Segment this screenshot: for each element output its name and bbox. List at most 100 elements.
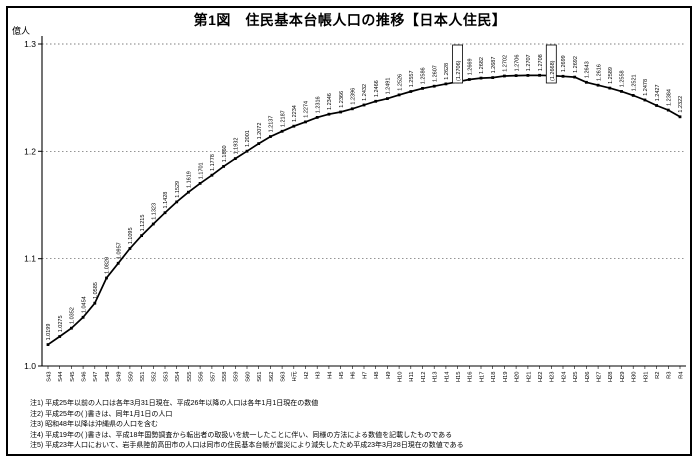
data-point	[561, 74, 565, 78]
svg-text:S48: S48	[105, 372, 111, 382]
data-point	[315, 116, 319, 119]
svg-text:1.1529: 1.1529	[175, 181, 181, 198]
svg-text:1.2589: 1.2589	[608, 67, 614, 84]
note-3: 注3) 昭和48年以降は沖縄県の人口を含む	[30, 421, 158, 429]
svg-text:1.0957: 1.0957	[116, 242, 122, 259]
y-axis-unit-label: 億人	[12, 26, 31, 36]
svg-text:1.2384: 1.2384	[667, 89, 673, 106]
svg-text:1.2001: 1.2001	[245, 130, 251, 147]
svg-text:H8: H8	[374, 372, 380, 379]
svg-text:H23: H23	[550, 372, 556, 383]
data-point	[105, 276, 108, 280]
note-1: 注1) 平成25年以前の人口は各年3月31日現在、平成26年以降の人口は各年1月…	[30, 400, 319, 407]
data-point	[467, 78, 471, 81]
svg-text:1.1619: 1.1619	[187, 171, 193, 188]
data-point	[81, 315, 85, 319]
svg-text:1.2478: 1.2478	[643, 79, 649, 96]
svg-text:H15: H15	[456, 372, 462, 383]
svg-text:1.2669: 1.2669	[468, 58, 474, 75]
data-point	[538, 73, 541, 77]
svg-text:S50: S50	[128, 372, 134, 382]
svg-text:1.1323: 1.1323	[152, 203, 158, 220]
svg-text:1.2322: 1.2322	[678, 96, 684, 113]
svg-text:1.2072: 1.2072	[257, 123, 263, 140]
svg-text:1.0820: 1.0820	[105, 257, 111, 274]
data-point	[409, 90, 413, 93]
svg-text:S61: S61	[257, 372, 263, 382]
data-point	[116, 261, 120, 265]
svg-text:S62: S62	[269, 372, 275, 382]
data-point	[46, 343, 50, 346]
svg-text:H21: H21	[526, 372, 532, 383]
svg-text:1.2708: 1.2708	[538, 54, 544, 71]
data-point	[608, 86, 612, 90]
svg-text:H16: H16	[468, 372, 474, 383]
svg-text:S45: S45	[70, 372, 76, 382]
svg-text:1.2427: 1.2427	[655, 84, 661, 101]
chart-notes: 注1) 平成25年以前の人口は各年3月31日現在、平成26年以降の人口は各年1月…	[30, 399, 680, 452]
svg-text:S52: S52	[152, 372, 158, 382]
data-point	[269, 135, 272, 138]
data-point	[585, 80, 588, 84]
svg-text:S43: S43	[46, 372, 52, 382]
svg-text:(1.2706): (1.2706)	[456, 60, 462, 81]
svg-text:1.2526: 1.2526	[397, 74, 403, 91]
annotation-box: (1.2668)	[545, 44, 557, 84]
svg-text:1.2521: 1.2521	[631, 74, 637, 91]
data-point	[655, 104, 658, 107]
figure-border	[6, 6, 692, 456]
svg-text:1.2137: 1.2137	[269, 116, 275, 133]
data-point	[678, 115, 682, 119]
data-point	[503, 74, 506, 78]
svg-text:S57: S57	[210, 372, 216, 382]
svg-text:H3: H3	[316, 372, 322, 379]
svg-text:1.0199: 1.0199	[46, 324, 52, 341]
svg-text:S58: S58	[222, 372, 228, 382]
chart-title: 第1図 住民基本台帳人口の推移【日本人住民】	[193, 12, 507, 28]
data-point	[573, 75, 577, 79]
svg-text:1.2682: 1.2682	[479, 57, 485, 74]
svg-text:R2: R2	[655, 372, 661, 379]
data-point	[432, 84, 436, 88]
svg-text:S59: S59	[234, 372, 240, 382]
data-point	[58, 335, 62, 338]
svg-text:1.2643: 1.2643	[585, 61, 591, 78]
data-point	[292, 124, 296, 128]
data-point	[397, 93, 401, 97]
svg-text:H17: H17	[479, 372, 485, 383]
data-point	[163, 211, 167, 215]
svg-text:1.2706: 1.2706	[514, 55, 520, 72]
svg-text:S51: S51	[140, 372, 146, 382]
data-point	[304, 120, 307, 124]
data-point	[222, 165, 225, 168]
data-point	[198, 182, 202, 185]
svg-text:S56: S56	[199, 372, 205, 382]
data-point	[514, 74, 518, 77]
svg-text:1.0275: 1.0275	[58, 315, 64, 332]
svg-text:1.0352: 1.0352	[70, 307, 76, 324]
data-point	[140, 234, 143, 237]
note-4: 注4) 平成19年の( )書きは、平成18年国勢調査から転出者の取扱いを統一した…	[30, 431, 453, 439]
svg-text:1.1860: 1.1860	[222, 145, 228, 162]
svg-text:H28: H28	[608, 372, 614, 383]
data-point	[350, 107, 354, 111]
svg-text:H2: H2	[304, 372, 310, 379]
svg-text:H6: H6	[351, 372, 357, 379]
svg-text:S47: S47	[93, 372, 99, 382]
svg-text:H27: H27	[597, 372, 603, 383]
svg-text:S44: S44	[58, 371, 64, 382]
svg-text:H18: H18	[491, 372, 497, 383]
svg-text:H12: H12	[421, 372, 427, 383]
svg-text:H24: H24	[561, 371, 567, 382]
data-point	[210, 173, 214, 177]
data-point	[128, 247, 132, 250]
data-point	[257, 142, 261, 145]
svg-text:H25: H25	[573, 372, 579, 383]
data-point	[386, 97, 389, 100]
data-point	[444, 82, 448, 86]
data-point	[187, 190, 190, 194]
note-2: 注2) 平成25年の( )書きは、同年1月1日の人口	[30, 410, 173, 418]
svg-text:S54: S54	[175, 371, 181, 382]
data-point	[339, 110, 342, 114]
data-point	[643, 98, 647, 102]
